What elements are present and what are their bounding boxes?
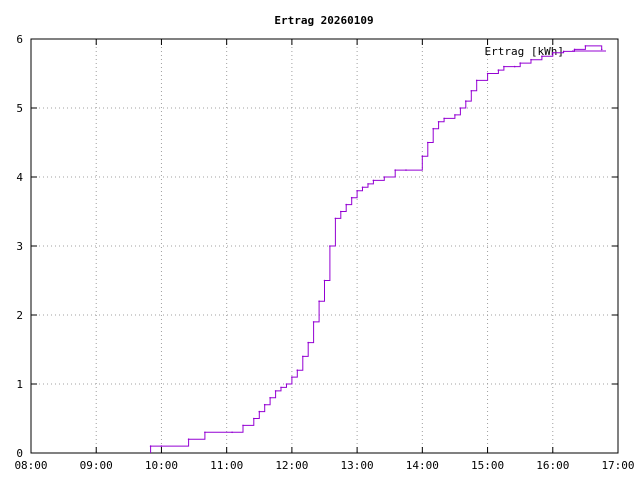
data-point [242, 424, 244, 427]
data-point [530, 58, 532, 61]
data-point [361, 186, 364, 189]
data-point [552, 52, 554, 54]
data-point [345, 203, 348, 206]
x-tick-label: 16:00 [536, 459, 569, 472]
data-point [372, 179, 375, 182]
data-point [443, 117, 445, 120]
data-point [329, 245, 331, 247]
x-tick-label: 15:00 [471, 459, 504, 472]
data-point [475, 79, 478, 82]
data-point [334, 217, 337, 220]
data-point [302, 355, 304, 358]
data-point [562, 50, 565, 53]
data-point [231, 431, 233, 434]
data-point [470, 90, 473, 92]
data-point [160, 445, 163, 447]
data-point [263, 403, 266, 406]
x-tick-label: 08:00 [14, 459, 47, 472]
data-point [318, 300, 320, 303]
data-point [459, 107, 462, 109]
axis-ticks [30, 38, 619, 454]
x-tick-label: 13:00 [341, 459, 374, 472]
y-tick-labels: 0 1 2 3 4 5 6 [16, 33, 23, 460]
data-point [350, 196, 353, 199]
y-tick-label: 2 [16, 309, 23, 322]
data-point [465, 100, 467, 102]
data-point [149, 445, 152, 447]
data-point [383, 176, 386, 178]
data-point [573, 48, 576, 51]
data-point [427, 141, 429, 144]
data-point [296, 369, 299, 372]
data-point [187, 438, 190, 441]
data-point [497, 69, 500, 71]
legend-label: Ertrag [kWh] [485, 45, 564, 58]
grid-lines [31, 39, 618, 453]
x-tick-label: 12:00 [275, 459, 308, 472]
y-tick-label: 1 [16, 378, 23, 391]
x-tick-label: 09:00 [80, 459, 113, 472]
data-point [519, 62, 521, 64]
x-tick-label: 17:00 [601, 459, 634, 472]
data-point [340, 210, 342, 213]
y-tick-label: 4 [16, 171, 23, 184]
legend: Ertrag [kWh] [485, 45, 606, 58]
y-tick-label: 3 [16, 240, 23, 253]
data-point [253, 417, 255, 420]
data-point [291, 376, 293, 378]
y-tick-label: 0 [16, 447, 23, 460]
chart-title: Ertrag 20260109 [274, 14, 373, 27]
data-point [486, 72, 489, 75]
data-point [600, 48, 603, 51]
data-point [503, 65, 505, 68]
data-point [367, 183, 369, 185]
data-point [584, 45, 587, 47]
y-tick-label: 6 [16, 33, 23, 46]
data-point [356, 190, 358, 192]
data-point [454, 114, 456, 116]
data-point [274, 390, 277, 392]
data-point [394, 169, 397, 171]
series-group [149, 45, 603, 453]
data-point [541, 55, 543, 58]
x-tick-labels: 08:00 09:00 10:00 11:00 12:00 13:00 14:00 15:00… [14, 459, 634, 472]
data-point [513, 65, 516, 68]
data-point [269, 397, 271, 399]
data-point [437, 121, 440, 123]
y-tick-label: 5 [16, 102, 23, 115]
data-point [307, 341, 310, 344]
x-tick-label: 10:00 [145, 459, 178, 472]
x-tick-label: 11:00 [210, 459, 243, 472]
data-point [405, 169, 407, 171]
series-line [150, 45, 603, 453]
data-point [323, 279, 326, 282]
data-point [312, 321, 315, 323]
data-point [280, 386, 282, 389]
data-point [421, 155, 424, 158]
data-point [204, 431, 206, 434]
x-tick-label: 14:00 [406, 459, 439, 472]
data-point [432, 127, 435, 130]
data-point [258, 410, 261, 413]
data-point [285, 383, 288, 385]
